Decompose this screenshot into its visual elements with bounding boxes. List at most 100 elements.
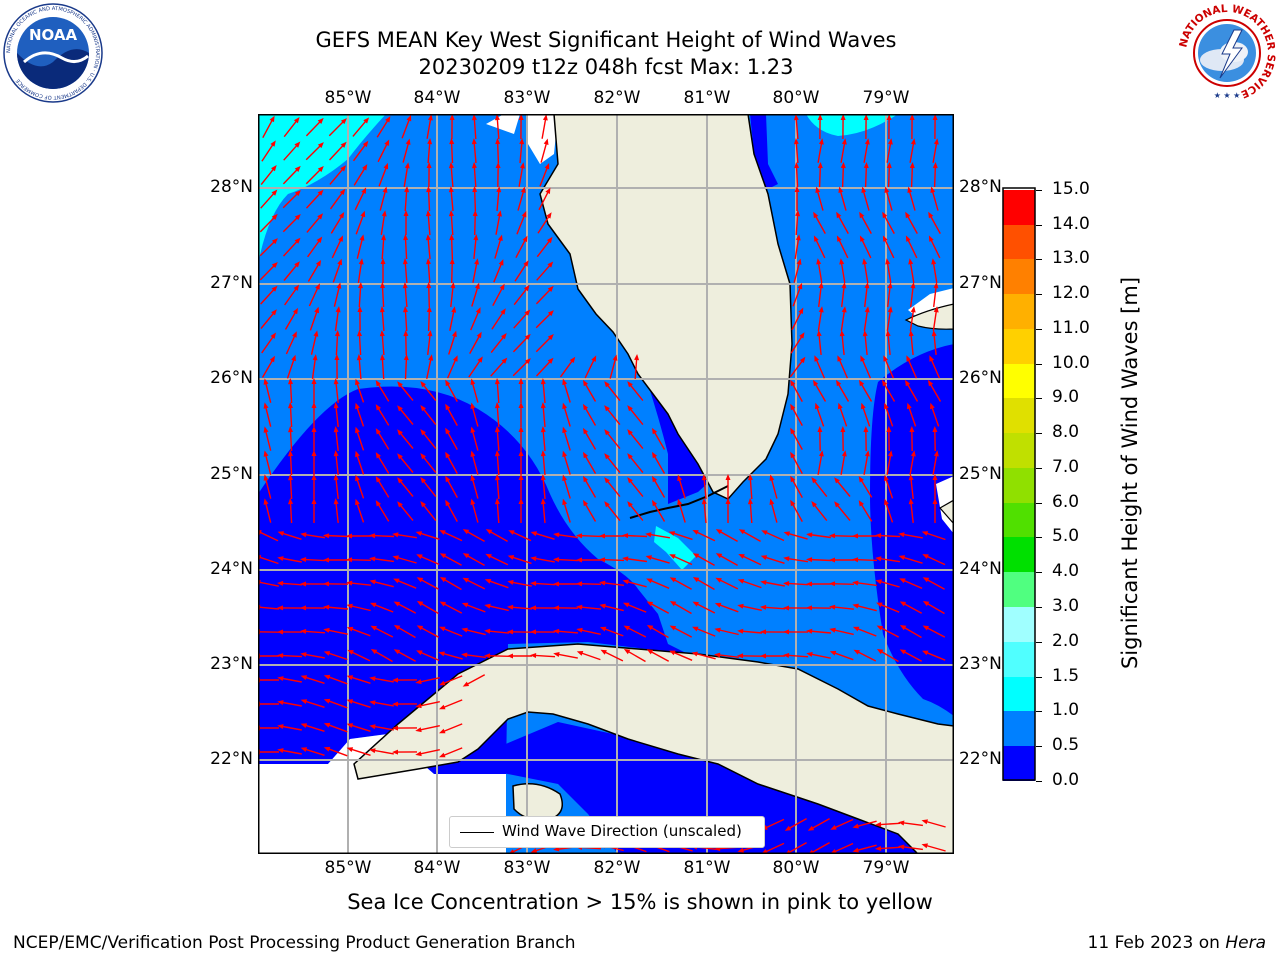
lon-label: 85°W: [324, 858, 372, 878]
colorbar-tick-mark: [1036, 746, 1042, 747]
colorbar-tick-label: 0.0: [1052, 770, 1080, 790]
lon-label: 79°W: [862, 88, 910, 108]
no-data-mask: [258, 114, 954, 854]
lon-label: 83°W: [503, 858, 551, 878]
colorbar-tick-mark: [1036, 398, 1042, 399]
colorbar: [1002, 187, 1036, 781]
footer-branch: NCEP/EMC/Verification Post Processing Pr…: [13, 933, 576, 953]
lat-label: 24°N: [210, 559, 253, 579]
lon-label: 80°W: [772, 88, 820, 108]
colorbar-tick-label: 5.0: [1052, 526, 1080, 546]
lon-label: 84°W: [413, 88, 461, 108]
colorbar-tick-label: 12.0: [1052, 283, 1090, 303]
wave-band-0-0.5-east: [870, 344, 954, 716]
colorbar-segment: [1003, 642, 1035, 677]
colorbar-tick-label: 13.0: [1052, 248, 1090, 268]
sea-ice-note: Sea Ice Concentration > 15% is shown in …: [347, 890, 933, 914]
chart-subtitle-run: 20230209 t12z 048h fcst Max: 1.23: [418, 55, 794, 79]
colorbar-tick-label: 15.0: [1052, 179, 1090, 199]
map-panel: [258, 114, 954, 854]
colorbar-segment: [1003, 364, 1035, 398]
colorbar-segment: [1003, 433, 1035, 468]
colorbar-tick-mark: [1036, 607, 1042, 608]
colorbar-tick-mark: [1036, 433, 1042, 434]
colorbar-tick-mark: [1036, 781, 1042, 782]
nws-logo: NATIONAL WEATHER SERVICE ★ ★ ★: [1177, 3, 1277, 103]
svg-text:★ ★ ★: ★ ★ ★: [1214, 91, 1241, 100]
colorbar-tick-mark: [1036, 294, 1042, 295]
colorbar-segment: [1003, 294, 1035, 329]
colorbar-segment: [1003, 537, 1035, 572]
legend-line-swatch: [460, 832, 494, 833]
lat-label: 26°N: [210, 368, 253, 388]
colorbar-tick-label: 10.0: [1052, 353, 1090, 373]
land-florida-keys: [629, 485, 729, 519]
lon-label: 80°W: [772, 858, 820, 878]
lat-label: 27°N: [210, 273, 253, 293]
colorbar-tick-label: 9.0: [1052, 387, 1080, 407]
wave-band-0-0.5-west: [258, 386, 688, 774]
colorbar-segment: [1003, 468, 1035, 503]
colorbar-tick-label: 14.0: [1052, 214, 1090, 234]
colorbar-tick-label: 8.0: [1052, 422, 1080, 442]
colorbar-tick-mark: [1036, 329, 1042, 330]
colorbar-tick-mark: [1036, 190, 1042, 191]
colorbar-tick-mark: [1036, 537, 1042, 538]
colorbar-segment: [1003, 503, 1035, 537]
lat-label: 27°N: [959, 273, 1002, 293]
lat-label: 28°N: [959, 177, 1002, 197]
footer-date: 11 Feb 2023 on: [1087, 933, 1226, 953]
colorbar-tick-mark: [1036, 642, 1042, 643]
lon-label: 83°W: [503, 88, 551, 108]
land-cuba: [353, 643, 954, 854]
colorbar-segment: [1003, 677, 1035, 711]
colorbar-tick-mark: [1036, 572, 1042, 573]
lat-label: 25°N: [210, 464, 253, 484]
colorbar-tick-mark: [1036, 711, 1042, 712]
colorbar-tick-mark: [1036, 677, 1042, 678]
lon-label: 79°W: [862, 858, 910, 878]
colorbar-segment: [1003, 746, 1035, 781]
colorbar-segment: [1003, 190, 1035, 225]
lat-label: 22°N: [210, 749, 253, 769]
lon-label: 85°W: [324, 88, 372, 108]
colorbar-tick-label: 7.0: [1052, 457, 1080, 477]
colorbar-tick-label: 11.0: [1052, 318, 1090, 338]
legend-label: Wind Wave Direction (unscaled): [502, 822, 742, 840]
wave-band-1.0-1.5-nw: [258, 114, 386, 264]
colorbar-tick-mark: [1036, 503, 1042, 504]
lat-label: 23°N: [959, 654, 1002, 674]
lon-label: 82°W: [593, 88, 641, 108]
colorbar-tick-mark: [1036, 225, 1042, 226]
colorbar-tick-mark: [1036, 468, 1042, 469]
colorbar-tick-label: 2.0: [1052, 631, 1080, 651]
colorbar-segment: [1003, 711, 1035, 746]
colorbar-tick-label: 4.0: [1052, 561, 1080, 581]
colorbar-segment: [1003, 259, 1035, 294]
colorbar-tick-label: 1.0: [1052, 700, 1080, 720]
land-bahamas: [904, 303, 954, 525]
colorbar-tick-label: 3.0: [1052, 596, 1080, 616]
colorbar-segment: [1003, 398, 1035, 433]
colorbar-segment: [1003, 329, 1035, 364]
chart-title: GEFS MEAN Key West Significant Height of…: [315, 28, 897, 52]
lat-label: 28°N: [210, 177, 253, 197]
colorbar-segment: [1003, 225, 1035, 259]
colorbar-segment: [1003, 572, 1035, 607]
map-legend: Wind Wave Direction (unscaled): [449, 816, 765, 848]
svg-text:NOAA: NOAA: [29, 26, 78, 44]
lon-label: 81°W: [683, 88, 731, 108]
land-florida: [539, 114, 793, 500]
lon-label: 84°W: [413, 858, 461, 878]
map-frame: [258, 114, 954, 854]
footer-host: Hera: [1225, 933, 1266, 953]
colorbar-tick-mark: [1036, 364, 1042, 365]
lat-label: 25°N: [959, 464, 1002, 484]
lat-label: 26°N: [959, 368, 1002, 388]
colorbar-tick-mark: [1036, 259, 1042, 260]
noaa-logo: NOAA NATIONAL OCEANIC AND ATMOSPHERIC AD…: [3, 3, 103, 103]
colorbar-label: Significant Height of Wind Waves [m]: [1118, 276, 1142, 670]
lat-label: 23°N: [210, 654, 253, 674]
colorbar-tick-label: 6.0: [1052, 492, 1080, 512]
colorbar-segment: [1003, 607, 1035, 642]
